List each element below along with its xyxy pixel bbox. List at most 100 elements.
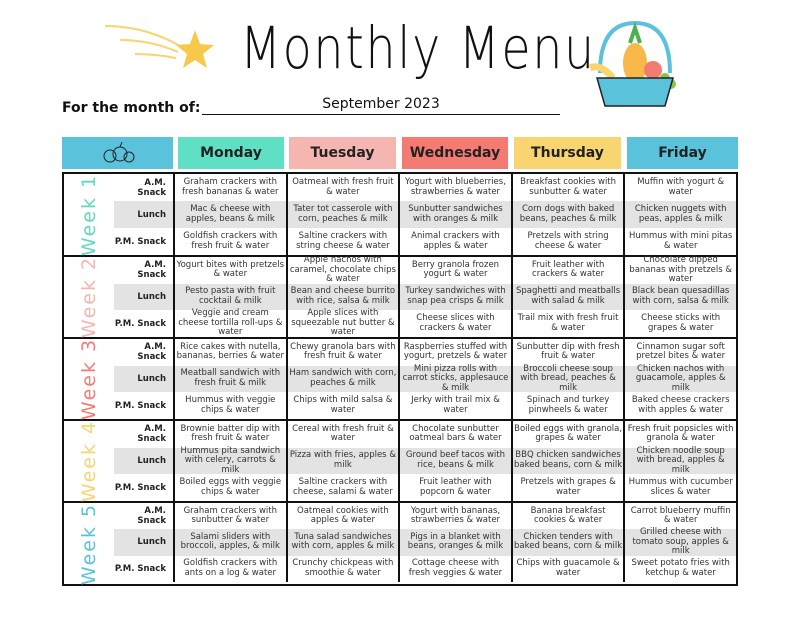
meal-label: P.M. Snack — [114, 555, 175, 582]
menu-cell: Mac & cheese with apples, beans & milk — [175, 201, 288, 228]
menu-cell: Pretzels with string cheese & water — [513, 228, 626, 255]
week-label: Week 3 — [64, 337, 114, 421]
menu-cell: Chips with mild salsa & water — [288, 392, 401, 419]
menu-cell: Broccoli cheese soup with bread, peaches… — [513, 364, 626, 392]
month-underline — [202, 114, 560, 115]
menu-cell: Boiled eggs with granola, grapes & water — [513, 421, 626, 448]
menu-row: Lunch Hummus pita sandwich with celery, c… — [114, 445, 736, 475]
fruit-icon — [103, 141, 134, 163]
day-header-thursday: Thursday — [514, 137, 621, 169]
week-label: Week 2 — [64, 255, 114, 339]
menu-row: P.M. Snack Goldfish crackers with ants on… — [114, 555, 736, 582]
menu-cell: Hummus with mini pitas & water — [628, 231, 733, 251]
menu-row: P.M. Snack Veggie and cream cheese tortil… — [114, 309, 736, 337]
meal-label: P.M. Snack — [114, 474, 175, 501]
menu-cell: Breakfast cookies with sunbutter & water — [513, 174, 626, 201]
menu-cell: Apple nachos with caramel, chocolate chi… — [288, 255, 401, 284]
meal-label: A.M. Snack — [114, 174, 175, 201]
menu-cell: Yogurt with bananas, strawberries & wate… — [400, 503, 513, 530]
menu-cell: Yogurt with blueberries, strawberries & … — [400, 174, 513, 201]
menu-cell: Salami sliders with broccoli, apples, & … — [175, 529, 288, 556]
week-block: Week 4 A.M. Snack Brownie batter dip with … — [64, 419, 736, 503]
menu-cell: Pretzels with grapes & water — [513, 474, 626, 501]
menu-cell: Brownie batter dip with fresh fruit & wa… — [175, 421, 288, 448]
meal-label: Lunch — [114, 365, 175, 393]
menu-cell: Chips with guacamole & water — [513, 555, 626, 582]
menu-cell: Crunchy chickpeas with smoothie & water — [288, 555, 401, 582]
menu-cell: Corn dogs with baked beans, peaches & mi… — [513, 201, 626, 228]
menu-cell: Rice cakes with nutella, bananas, berrie… — [175, 339, 288, 366]
menu-cell: Bean and cheese burrito with rice, salsa… — [288, 283, 401, 311]
week-label: Week 5 — [64, 502, 114, 585]
menu-cell: Cottage cheese with fresh veggies & wate… — [400, 555, 513, 582]
menu-cell: Cheese sticks with grapes & water — [641, 313, 721, 333]
menu-cell: Oatmeal with fresh fruit & water — [288, 174, 401, 201]
menu-cell: Meatball sandwich with fresh fruit & mil… — [175, 365, 288, 393]
menu-row: A.M. Snack Brownie batter dip with fresh … — [114, 421, 736, 448]
meal-label: A.M. Snack — [114, 257, 175, 284]
week-block: Week 2 A.M. Snack Yogurt bites with pretze… — [64, 255, 736, 339]
menu-cell: Grilled cheese with tomato soup, apples … — [632, 527, 729, 557]
menu-cell: Jerky with trail mix & water — [400, 392, 513, 419]
menu-cell: Boiled eggs with veggie chips & water — [175, 474, 288, 501]
menu-row: A.M. Snack Yogurt bites with pretzels & w… — [114, 255, 736, 285]
menu-cell: Goldfish crackers with fresh fruit & wat… — [175, 228, 288, 255]
menu-cell: Trail mix with fresh fruit & water — [513, 310, 626, 337]
week-label-text: Week 5 — [78, 502, 100, 585]
menu-cell: Oatmeal cookies with apples & water — [288, 503, 401, 530]
week-label-text: Week 2 — [78, 255, 100, 339]
menu-row: P.M. Snack Boiled eggs with veggie chips … — [114, 474, 736, 501]
header-icon-cell — [62, 137, 173, 169]
menu-cell: Tater tot casserole with corn, peaches &… — [288, 201, 401, 228]
menu-cell: Hummus with cucumber slices & water — [628, 477, 733, 497]
meal-label: P.M. Snack — [114, 228, 175, 255]
menu-row: P.M. Snack Goldfish crackers with fresh f… — [114, 228, 736, 255]
shooting-star-icon — [104, 25, 214, 68]
menu-cell: Saltine crackers with string cheese & wa… — [288, 228, 401, 255]
menu-cell: Graham crackers with sunbutter & water — [175, 503, 288, 530]
menu-row: Lunch Pesto pasta with fruit cocktail & m… — [114, 283, 736, 311]
menu-cell: Chocolate dipped bananas with pretzels &… — [629, 255, 733, 285]
meal-label: Lunch — [114, 283, 175, 311]
menu-row: Lunch Meatball sandwich with fresh fruit … — [114, 363, 736, 393]
menu-cell: Chicken tenders with baked beans, corn &… — [513, 529, 626, 556]
menu-cell: Apple slices with squeezable nut butter … — [288, 309, 401, 337]
menu-cell: Animal crackers with apples & water — [400, 228, 513, 255]
menu-cell: Banana breakfast cookies & water — [513, 503, 626, 530]
menu-cell: Chocolate sunbutter oatmeal bars & water — [400, 421, 513, 448]
menu-cell: Chewy granola bars with fresh fruit & wa… — [288, 339, 401, 366]
menu-cell: Chicken noodle soup with bread, apples &… — [636, 445, 725, 475]
meal-label: A.M. Snack — [114, 421, 175, 448]
fruit-basket-icon — [588, 20, 676, 107]
menu-row: Lunch Salami sliders with broccoli, apple… — [114, 527, 736, 557]
menu-cell: Hummus with veggie chips & water — [175, 392, 288, 419]
menu-cell: Chicken nachos with guacamole, apples & … — [635, 363, 726, 393]
menu-cell: Veggie and cream cheese tortilla roll-up… — [175, 309, 288, 337]
menu-cell: Sunbutter sandwiches with oranges & milk — [400, 201, 513, 228]
menu-row: P.M. Snack Hummus with veggie chips & wat… — [114, 392, 736, 419]
menu-row: A.M. Snack Graham crackers with sunbutter… — [114, 503, 736, 530]
meal-label: P.M. Snack — [114, 392, 175, 419]
week-label-text: Week 4 — [78, 419, 100, 503]
menu-row: Lunch Mac & cheese with apples, beans & m… — [114, 201, 736, 228]
week-label-text: Week 1 — [78, 173, 100, 256]
menu-table: Week 1 A.M. Snack Graham crackers with fre… — [62, 172, 738, 586]
menu-cell: Pigs in a blanket with beans, oranges & … — [400, 529, 513, 556]
menu-cell: Muffin with yogurt & water — [637, 177, 725, 197]
day-header-wednesday: Wednesday — [402, 137, 508, 169]
menu-cell: Sweet potato fries with ketchup & water — [631, 558, 730, 578]
menu-cell: Pizza with fries, apples & milk — [288, 447, 401, 475]
menu-cell: BBQ chicken sandwiches baked beans, corn… — [513, 447, 626, 475]
menu-cell: Tuna salad sandwiches with corn, apples … — [288, 529, 401, 556]
menu-cell: Ham sandwich with corn, peaches & milk — [288, 365, 401, 393]
day-header-friday: Friday — [627, 137, 738, 169]
week-block: Week 1 A.M. Snack Graham crackers with fre… — [64, 173, 736, 257]
meal-label: A.M. Snack — [114, 339, 175, 366]
week-label-text: Week 3 — [78, 337, 100, 421]
menu-cell: Fruit leather with crackers & water — [513, 257, 626, 284]
menu-cell: Turkey sandwiches with snap pea crisps &… — [400, 283, 513, 311]
menu-cell: Hummus pita sandwich with celery, carrot… — [175, 446, 288, 474]
menu-cell: Black bean quesadillas with corn, salsa … — [631, 286, 730, 306]
menu-cell: Chicken nuggets with peas, apples & milk — [634, 204, 727, 224]
menu-cell: Goldfish crackers with ants on a log & w… — [175, 555, 288, 582]
